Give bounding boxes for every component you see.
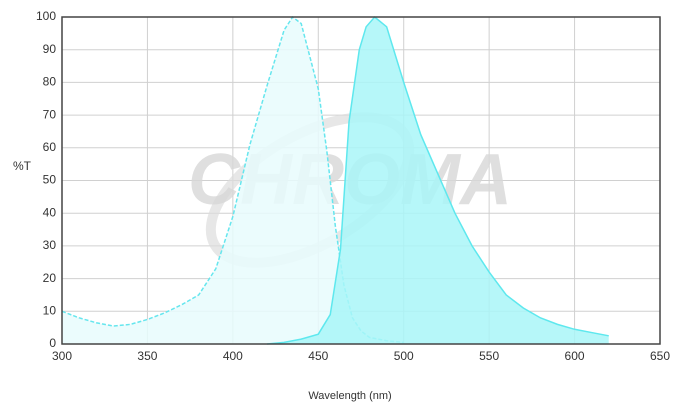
x-tick-label: 450 [308,349,328,363]
y-tick-label: 10 [43,303,57,317]
x-tick-label: 300 [52,349,72,363]
y-tick-label: 50 [43,173,57,187]
plot-border [61,16,661,345]
area [62,17,404,344]
y-tick-label: 40 [43,205,57,219]
x-tick-label: 550 [479,349,499,363]
y-tick-label: 60 [43,140,57,154]
x-axis-label: Wavelength (nm) [308,390,391,402]
y-tick-label: 30 [43,238,57,252]
y-tick-label: 0 [49,336,56,350]
y-axis-label: %T [13,159,32,173]
x-tick-label: 350 [137,349,157,363]
line [266,15,609,345]
y-tick-label: 90 [43,42,57,56]
x-tick-label: 500 [394,349,414,363]
y-tick-label: 70 [43,107,57,121]
x-tick-label: 600 [565,349,585,363]
y-tick-label: 100 [36,9,56,23]
x-tick-label: 400 [223,349,243,363]
x-tick-label: 650 [650,349,670,363]
y-tick-label: 80 [43,75,57,89]
y-tick-label: 20 [43,271,57,285]
